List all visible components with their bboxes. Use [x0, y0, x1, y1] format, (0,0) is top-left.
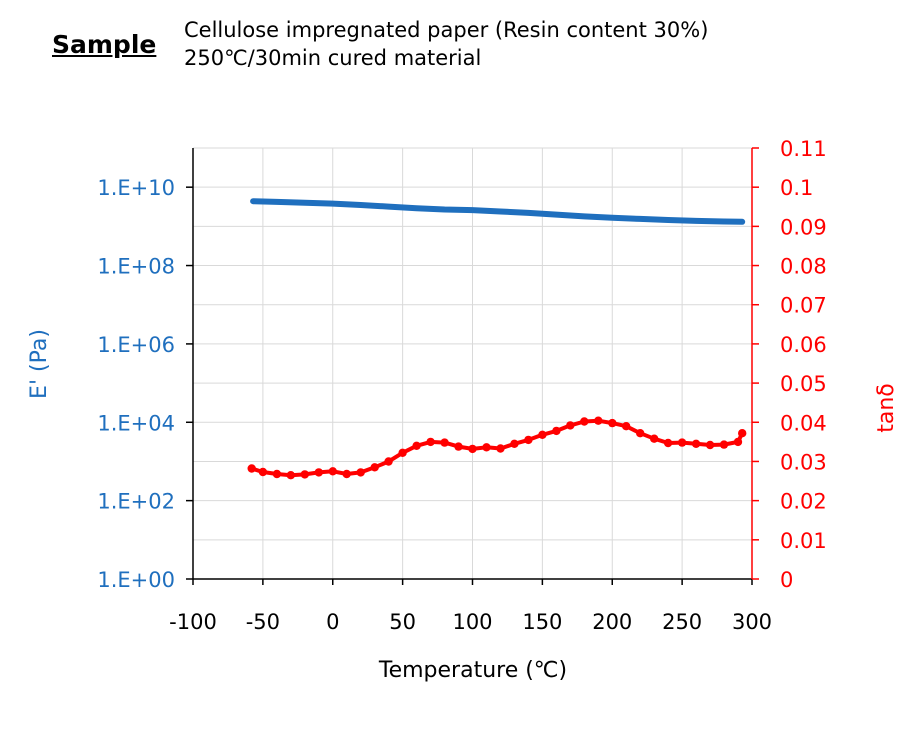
tan-delta-point — [286, 471, 295, 480]
tan-delta-point — [482, 443, 491, 452]
x-tick-label: -100 — [169, 610, 217, 634]
x-tick-label: 200 — [592, 610, 632, 634]
tan-delta-point — [426, 437, 435, 447]
tan-delta-point — [594, 416, 603, 425]
left-tick-label: 1.E+10 — [97, 176, 175, 200]
tick-labels: -100 -50 0 50 100 150 200 250 300 1.E+00 1.E+02 1.E… — [97, 137, 826, 634]
tan-delta-point — [356, 468, 365, 477]
left-axis-title: E' (Pa) — [27, 329, 52, 399]
left-tick-label: 1.E+04 — [97, 411, 175, 435]
tan-delta-point — [650, 434, 659, 443]
right-tick-label: 0.01 — [780, 529, 827, 553]
right-tick-label: 0.1 — [780, 176, 813, 200]
tan-delta-point — [738, 429, 747, 438]
tan-delta-point — [691, 439, 701, 448]
right-tick-label: 0.11 — [780, 137, 827, 161]
x-tick-label: 150 — [522, 610, 562, 634]
modulus-series-line — [250, 198, 746, 225]
tan-delta-point — [440, 438, 449, 447]
sample-description: Cellulose impregnated paper (Resin conte… — [184, 16, 708, 72]
right-tick-label: 0.04 — [780, 411, 827, 435]
x-tick-label: -50 — [246, 610, 280, 634]
right-tick-label: 0.08 — [780, 255, 827, 279]
tan-delta-point — [705, 440, 715, 450]
sample-label: Sample — [52, 30, 157, 59]
sample-description-line-2: 250℃/30min cured material — [184, 46, 482, 70]
tan-delta-point — [468, 444, 477, 454]
tan-delta-point — [496, 444, 505, 453]
right-tick-label: 0.06 — [780, 333, 827, 357]
left-tick-label: 1.E+02 — [97, 490, 175, 514]
tan-delta-point — [622, 422, 631, 431]
tan-delta-point — [342, 469, 351, 479]
tan-delta-point — [733, 437, 743, 447]
tan-delta-point — [384, 457, 393, 466]
x-tick-label: 300 — [732, 610, 772, 634]
tan-delta-point — [566, 421, 575, 430]
x-axis-title: Temperature (℃) — [378, 658, 567, 683]
right-tick-label: 0.07 — [780, 294, 827, 318]
sample-description-line-1: Cellulose impregnated paper (Resin conte… — [184, 18, 709, 42]
series-layer — [247, 198, 747, 480]
tan-delta-point — [510, 439, 519, 448]
tan-delta-point — [454, 442, 463, 451]
x-tick-label: 100 — [452, 610, 492, 634]
right-tick-label: 0 — [780, 568, 793, 592]
right-axis-title: tanδ — [874, 383, 899, 433]
tan-delta-point — [258, 467, 268, 477]
tan-delta-point — [552, 426, 561, 436]
tan-delta-point — [272, 469, 282, 479]
left-tick-label: 1.E+08 — [97, 255, 175, 279]
tan-delta-point — [398, 448, 407, 457]
tan-delta-point — [247, 464, 256, 473]
x-tick-label: 250 — [662, 610, 702, 634]
grid-lines — [193, 147, 753, 579]
right-tick-label: 0.02 — [780, 490, 827, 514]
chart-header: Sample Cellulose impregnated paper (Resi… — [0, 0, 910, 90]
left-tick-label: 1.E+06 — [97, 333, 175, 357]
tan-delta-point — [370, 463, 379, 472]
tan-delta-point — [677, 438, 687, 447]
tan-delta-point — [580, 417, 589, 426]
tan-delta-point — [314, 468, 323, 477]
tan-delta-point — [524, 435, 533, 445]
tan-delta-point — [412, 441, 421, 450]
right-tick-label: 0.05 — [780, 372, 827, 396]
tan-delta-point — [328, 467, 337, 476]
right-tick-label: 0.09 — [780, 215, 827, 239]
tan-delta-point — [719, 440, 729, 449]
right-tick-label: 0.03 — [780, 450, 827, 474]
tan-delta-point — [538, 430, 547, 439]
left-tick-label: 1.E+00 — [97, 568, 175, 592]
x-tick-label: 0 — [326, 610, 339, 634]
axes — [186, 147, 759, 585]
tan-delta-point — [608, 418, 617, 428]
tan-delta-point — [300, 470, 309, 479]
tan-delta-point — [636, 429, 645, 438]
tan-delta-point — [663, 438, 673, 448]
x-tick-label: 50 — [389, 610, 416, 634]
